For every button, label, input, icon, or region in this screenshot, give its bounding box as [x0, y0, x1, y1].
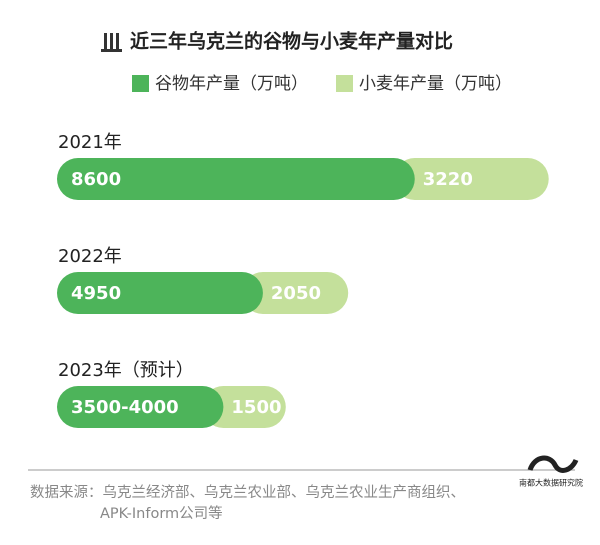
source-note: APK-Inform公司等 — [100, 504, 223, 522]
category-label: 2023年（预计） — [58, 360, 194, 381]
wheat-icon — [101, 33, 122, 52]
value-label: 1500 — [231, 397, 281, 418]
bar — [57, 158, 415, 200]
legend-swatch — [132, 75, 149, 92]
value-label: 4950 — [71, 283, 121, 304]
bar — [202, 386, 286, 428]
value-label: 8600 — [71, 169, 121, 190]
legend-label: 小麦年产量（万吨） — [359, 74, 512, 94]
source-note: 数据来源：乌克兰经济部、乌克兰农业部、乌克兰农业生产商组织、 — [30, 484, 465, 501]
bar — [393, 158, 549, 200]
logo-text: 南都大数据研究院 — [519, 478, 583, 488]
bar — [57, 272, 263, 314]
legend-label: 谷物年产量（万吨） — [155, 74, 308, 94]
legend-swatch — [336, 75, 353, 92]
logo: 南都大数据研究院 — [519, 455, 583, 488]
category-label: 2022年 — [58, 246, 122, 267]
value-label: 3220 — [423, 169, 473, 190]
chart-title: 近三年乌克兰的谷物与小麦年产量对比 — [130, 30, 453, 53]
bar — [241, 272, 349, 314]
value-label: 3500-4000 — [71, 397, 179, 418]
category-label: 2021年 — [58, 132, 122, 153]
bar — [57, 386, 224, 428]
value-label: 2050 — [271, 283, 321, 304]
